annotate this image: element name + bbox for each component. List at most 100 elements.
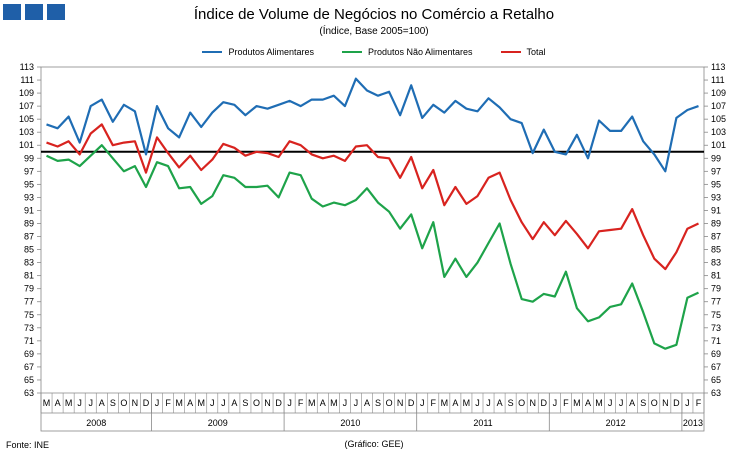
y-tick-label-left: 75: [24, 310, 34, 320]
y-tick-label-left: 77: [24, 297, 34, 307]
y-tick-label-left: 67: [24, 362, 34, 372]
year-label: 2013: [683, 418, 703, 428]
y-tick-label-right: 113: [711, 62, 725, 72]
y-tick-label-right: 83: [711, 258, 721, 268]
logo-square: [47, 4, 65, 20]
y-tick-label-left: 103: [19, 127, 34, 137]
y-tick-label-right: 107: [711, 101, 726, 111]
x-tick-label: A: [364, 398, 370, 408]
x-tick-label: M: [463, 398, 471, 408]
x-tick-label: N: [397, 398, 404, 408]
y-tick-label-left: 109: [19, 88, 34, 98]
x-tick-label: F: [165, 398, 171, 408]
logo: [3, 4, 65, 20]
x-tick-label: A: [629, 398, 635, 408]
x-tick-label: J: [475, 398, 480, 408]
y-tick-label-right: 89: [711, 218, 721, 228]
y-tick-label-right: 85: [711, 245, 721, 255]
x-tick-label: J: [77, 398, 82, 408]
x-tick-label: J: [619, 398, 624, 408]
y-tick-label-right: 91: [711, 205, 721, 215]
y-tick-label-left: 89: [24, 218, 34, 228]
x-tick-label: J: [420, 398, 425, 408]
y-tick-label-right: 71: [711, 336, 721, 346]
x-tick-label: S: [110, 398, 116, 408]
x-tick-label: F: [431, 398, 437, 408]
x-tick-label: D: [673, 398, 680, 408]
y-tick-label-left: 95: [24, 179, 34, 189]
year-label: 2010: [340, 418, 360, 428]
x-tick-label: S: [508, 398, 514, 408]
year-label: 2009: [208, 418, 228, 428]
y-tick-label-right: 97: [711, 166, 721, 176]
x-tick-label: N: [662, 398, 669, 408]
x-tick-label: S: [640, 398, 646, 408]
x-tick-label: A: [452, 398, 458, 408]
credit-note: (Gráfico: GEE): [344, 439, 404, 449]
x-tick-label: J: [287, 398, 292, 408]
year-label: 2008: [86, 418, 106, 428]
x-tick-label: M: [573, 398, 581, 408]
y-tick-label-left: 63: [24, 388, 34, 398]
x-tick-label: J: [486, 398, 491, 408]
year-label: 2011: [473, 418, 492, 428]
legend-swatch-total: [500, 51, 521, 53]
y-tick-label-left: 65: [24, 375, 34, 385]
y-tick-label-left: 71: [24, 336, 34, 346]
x-tick-label: A: [585, 398, 591, 408]
y-tick-label-right: 63: [711, 388, 721, 398]
x-tick-label: M: [65, 398, 73, 408]
x-tick-label: A: [99, 398, 105, 408]
legend-item-nao-alimentares: Produtos Não Alimentares: [341, 47, 473, 57]
y-tick-label-left: 99: [24, 153, 34, 163]
legend-swatch-nao-alimentares: [341, 51, 362, 53]
x-tick-label: A: [497, 398, 503, 408]
y-tick-label-left: 113: [20, 62, 34, 72]
y-tick-label-left: 91: [24, 205, 34, 215]
y-tick-label-left: 83: [24, 258, 34, 268]
x-tick-label: O: [253, 398, 260, 408]
y-tick-label-right: 81: [711, 271, 721, 281]
x-tick-label: M: [595, 398, 603, 408]
x-tick-label: J: [221, 398, 226, 408]
legend-swatch-alimentares: [202, 51, 223, 53]
year-label: 2012: [606, 418, 626, 428]
x-tick-label: M: [441, 398, 449, 408]
x-tick-label: M: [43, 398, 51, 408]
y-tick-label-right: 101: [711, 140, 726, 150]
x-tick-label: J: [155, 398, 160, 408]
logo-square: [25, 4, 43, 20]
x-tick-label: A: [320, 398, 326, 408]
x-tick-label: D: [143, 398, 150, 408]
x-tick-label: O: [120, 398, 127, 408]
y-tick-label-right: 75: [711, 310, 721, 320]
x-tick-label: J: [343, 398, 348, 408]
legend-label-nao-alimentares: Produtos Não Alimentares: [367, 47, 473, 57]
x-tick-label: D: [408, 398, 415, 408]
y-tick-label-left: 69: [24, 349, 34, 359]
x-tick-label: F: [696, 398, 702, 408]
y-tick-label-left: 79: [24, 284, 34, 294]
y-tick-label-left: 105: [19, 114, 34, 124]
y-tick-label-right: 67: [711, 362, 721, 372]
legend-item-alimentares: Produtos Alimentares: [202, 47, 314, 57]
series-line-nao-alimentares: [46, 144, 699, 350]
chart-subtitle: (Índice, Base 2005=100): [319, 26, 429, 37]
y-tick-label-left: 87: [24, 232, 34, 242]
x-tick-label: S: [242, 398, 248, 408]
chart-legend: Produtos Alimentares Produtos Não Alimen…: [0, 47, 748, 57]
x-tick-label: J: [553, 398, 558, 408]
x-tick-label: J: [210, 398, 215, 408]
x-tick-label: N: [529, 398, 536, 408]
source-note: Fonte: INE: [6, 440, 50, 450]
x-tick-label: F: [563, 398, 569, 408]
x-tick-label: O: [386, 398, 393, 408]
x-tick-label: D: [275, 398, 282, 408]
x-tick-label: J: [608, 398, 613, 408]
x-tick-label: O: [518, 398, 525, 408]
legend-label-alimentares: Produtos Alimentares: [228, 47, 314, 57]
x-tick-label: N: [264, 398, 271, 408]
y-tick-label-right: 109: [711, 88, 726, 98]
x-tick-label: M: [330, 398, 338, 408]
